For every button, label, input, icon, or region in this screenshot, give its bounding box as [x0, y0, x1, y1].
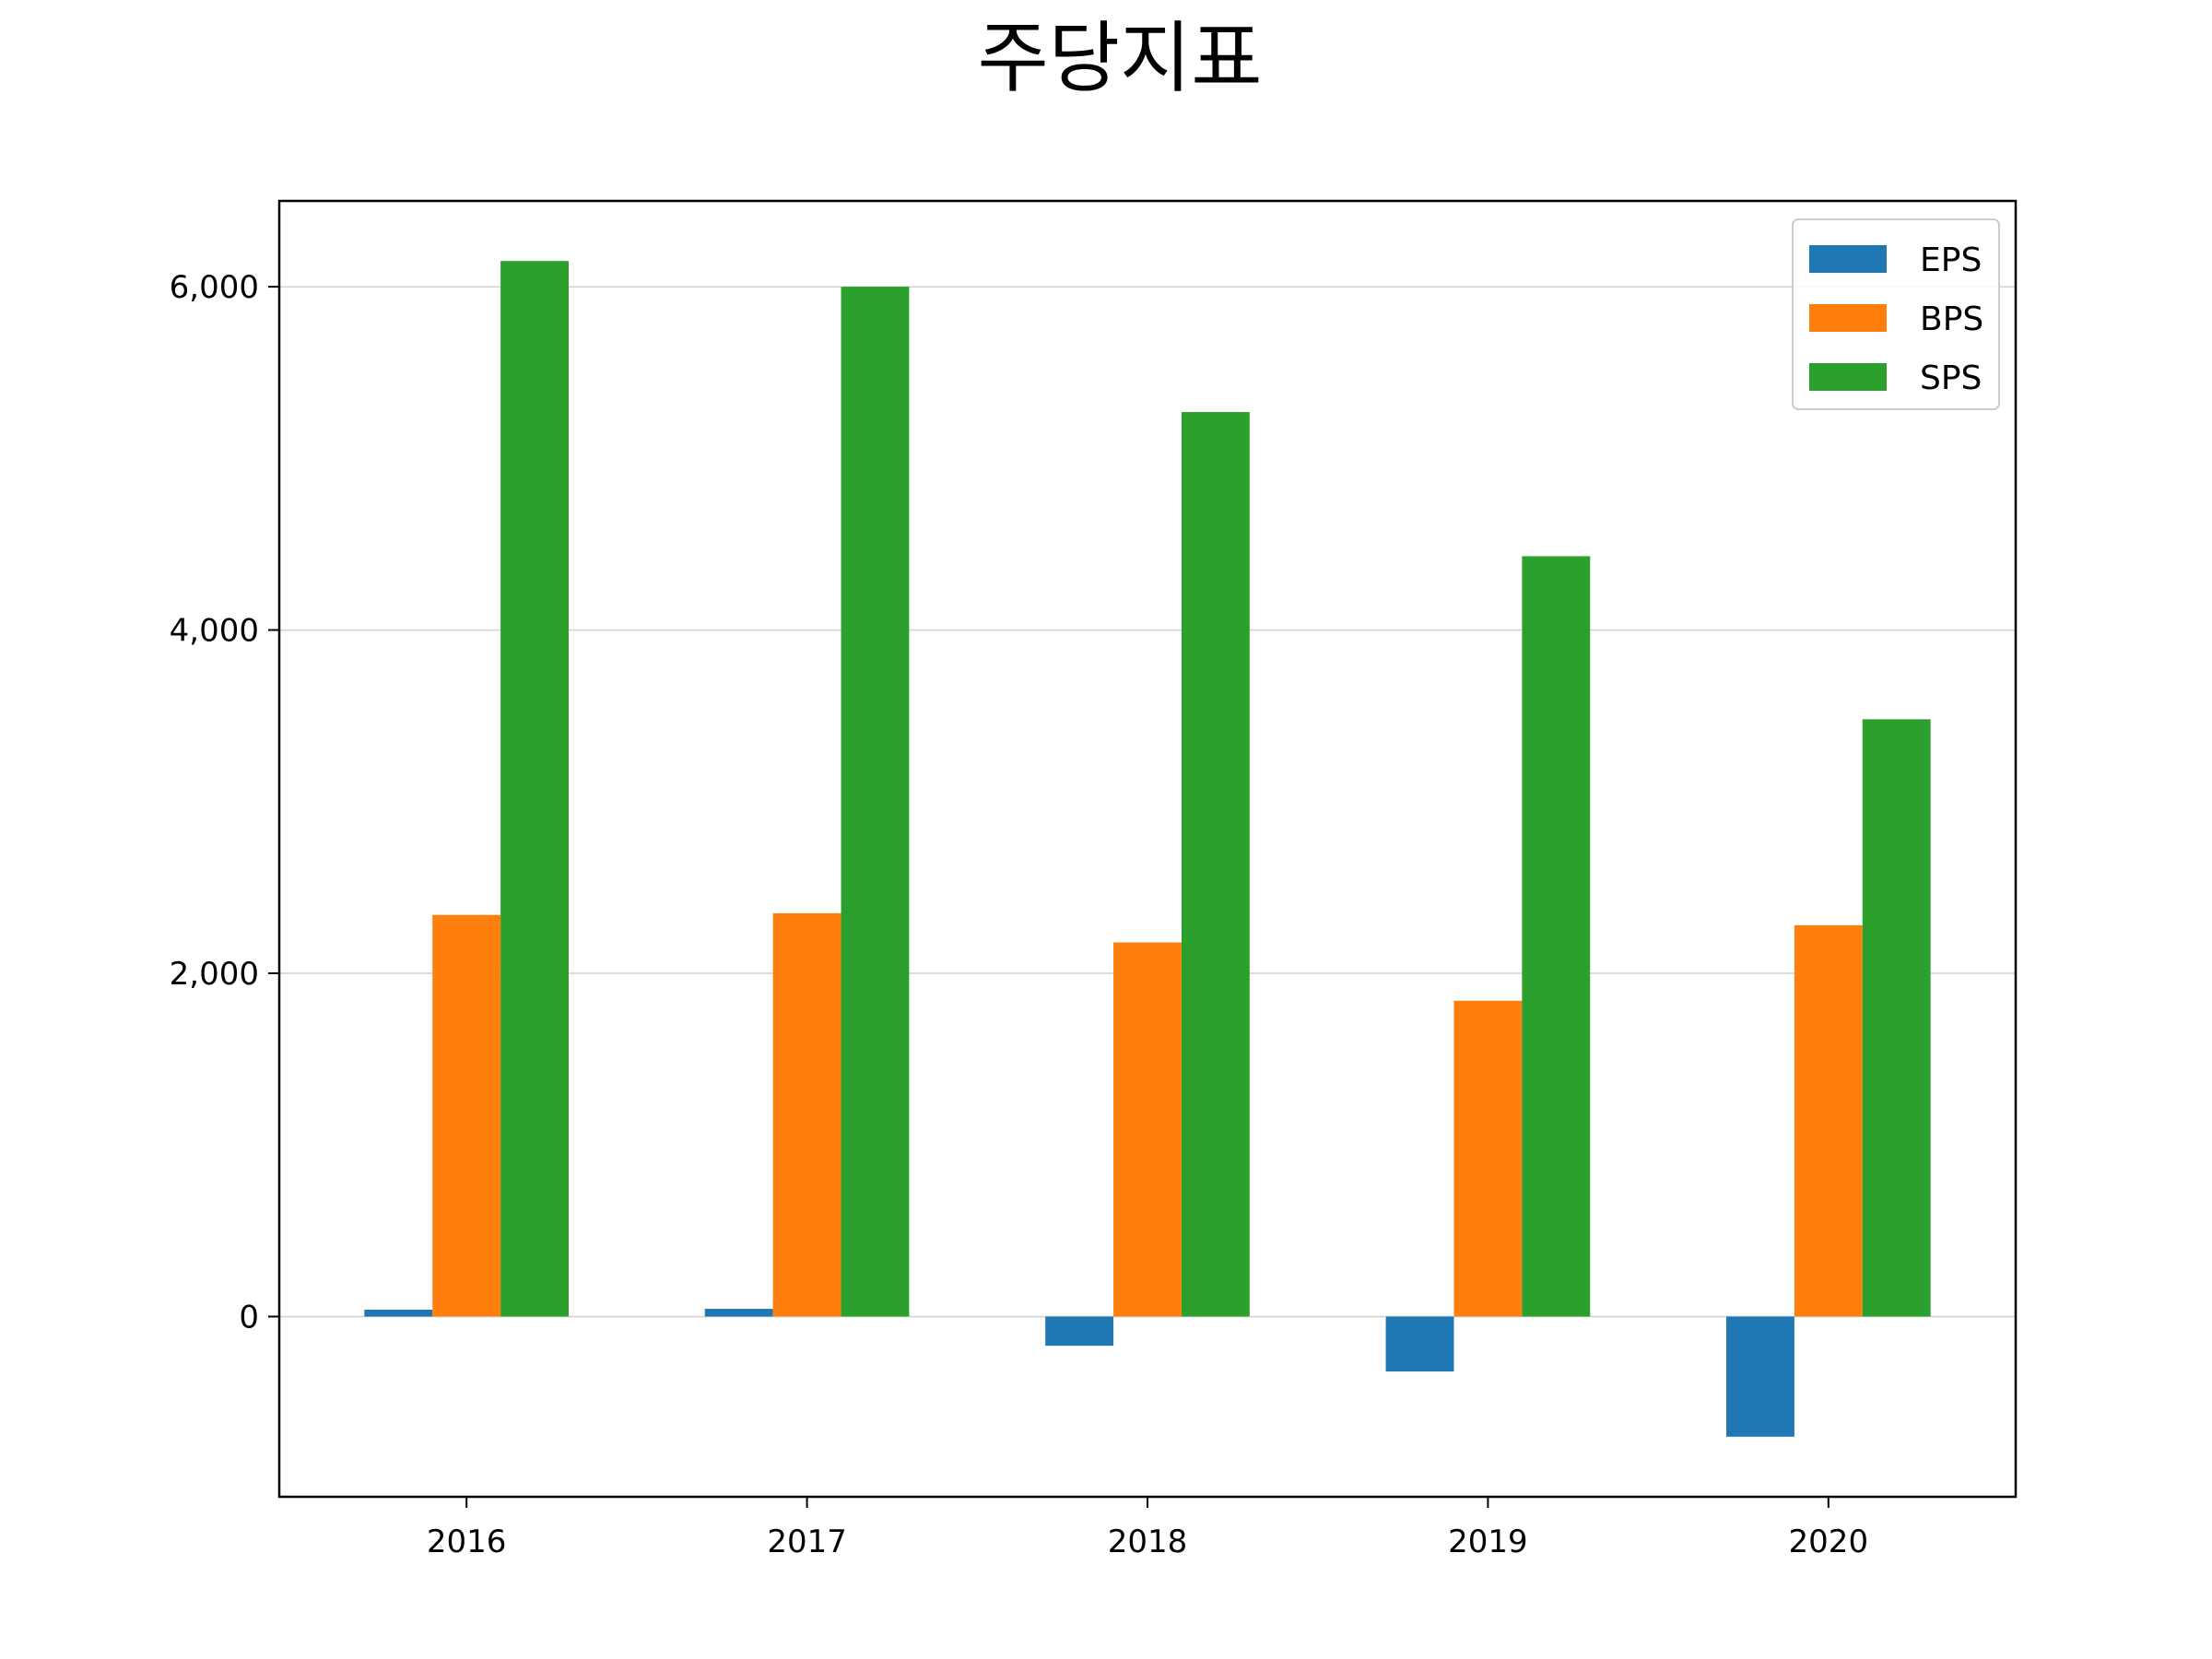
bar-sps-2018 [1181, 412, 1250, 1317]
chart-title: 주당지표 [977, 13, 1262, 103]
bar-sps-2017 [841, 287, 910, 1317]
bar-eps-2016 [364, 1310, 433, 1317]
x-tick-label: 2017 [767, 1524, 847, 1560]
legend-label-sps: SPS [1920, 359, 1982, 397]
legend-label-eps: EPS [1920, 241, 1982, 279]
bar-eps-2020 [1726, 1316, 1794, 1437]
y-tick-label: 4,000 [170, 613, 259, 650]
x-tick-label: 2019 [1448, 1524, 1528, 1560]
legend-swatch-bps [1809, 304, 1887, 332]
y-tick-label: 0 [239, 1299, 259, 1335]
axes: 0 2,000 4,000 6,000 2016 2017 2018 2019 2020 [170, 199, 2018, 1560]
x-tick-label: 2018 [1108, 1524, 1188, 1560]
y-tick-label: 6,000 [170, 269, 259, 306]
legend: EPS BPS SPS [1792, 218, 2000, 410]
bar-eps-2019 [1385, 1316, 1454, 1372]
bar-sps-2016 [500, 261, 569, 1317]
x-tick-label: 2020 [1789, 1524, 1869, 1560]
bar-sps-2020 [1862, 719, 1931, 1317]
bar-bps-2019 [1453, 1000, 1523, 1317]
legend-swatch-eps [1809, 245, 1887, 273]
bar-eps-2018 [1045, 1316, 1114, 1347]
legend-label-bps: BPS [1920, 300, 1983, 338]
y-tick-label: 2,000 [170, 956, 259, 993]
bar-bps-2016 [432, 914, 501, 1317]
bar-bps-2018 [1113, 942, 1182, 1317]
x-tick-label: 2016 [427, 1524, 507, 1560]
bar-bps-2017 [772, 912, 841, 1317]
bar-group [364, 261, 1931, 1437]
legend-swatch-sps [1809, 363, 1887, 391]
bar-bps-2020 [1794, 924, 1863, 1317]
bar-sps-2019 [1522, 556, 1591, 1317]
bar-eps-2017 [704, 1309, 773, 1317]
